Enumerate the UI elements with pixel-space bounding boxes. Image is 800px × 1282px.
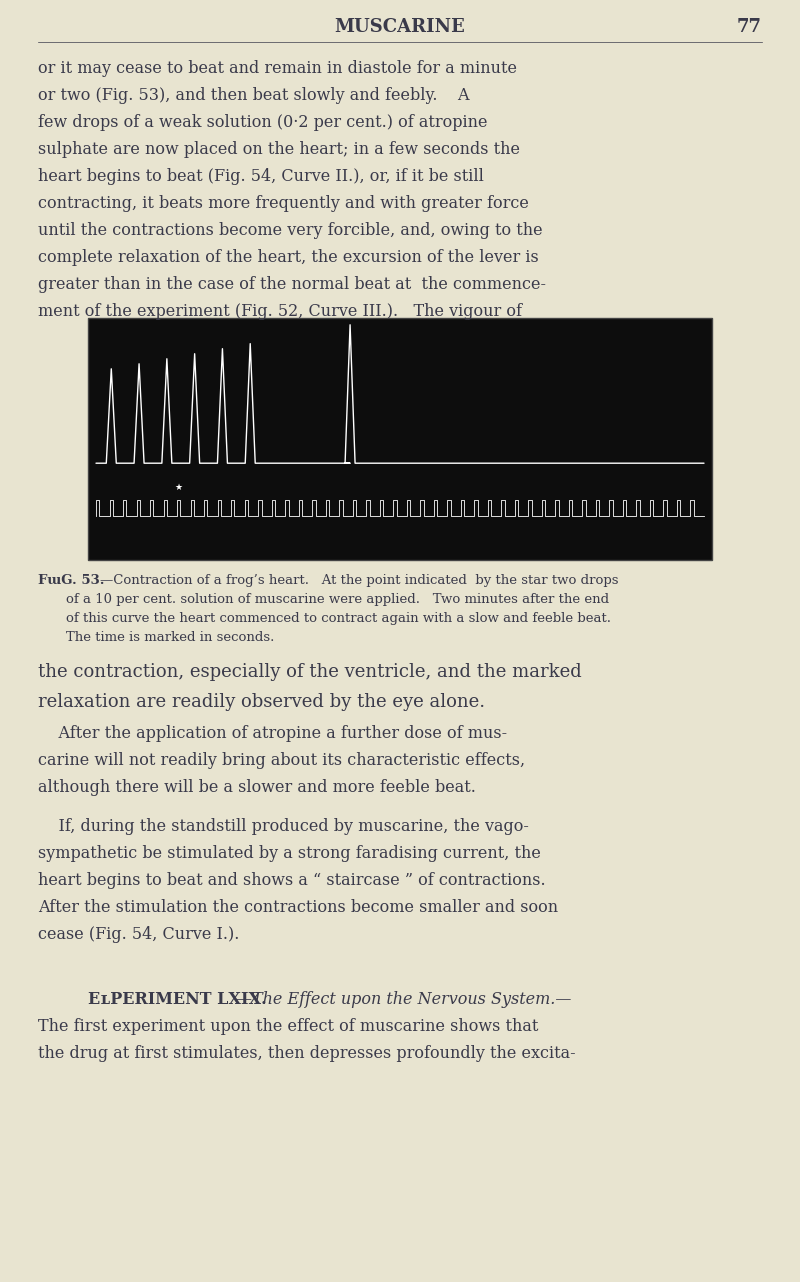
Text: or two (Fig. 53), and then beat slowly and feebly.    A: or two (Fig. 53), and then beat slowly a… [38,87,470,104]
Text: cease (Fig. 54, Curve I.).: cease (Fig. 54, Curve I.). [38,926,239,944]
Text: heart begins to beat (Fig. 54, Curve II.), or, if it be still: heart begins to beat (Fig. 54, Curve II.… [38,168,484,185]
Text: of a 10 per cent. solution of muscarine were applied.   Two minutes after the en: of a 10 per cent. solution of muscarine … [66,594,609,606]
Text: MUSCARINE: MUSCARINE [334,18,466,36]
Text: The first experiment upon the effect of muscarine shows that: The first experiment upon the effect of … [38,1018,538,1035]
Text: the drug at first stimulates, then depresses profoundly the excita-: the drug at first stimulates, then depre… [38,1045,576,1061]
Text: few drops of a weak solution (0·2 per cent.) of atropine: few drops of a weak solution (0·2 per ce… [38,114,487,131]
Text: heart begins to beat and shows a “ staircase ” of contractions.: heart begins to beat and shows a “ stair… [38,872,546,888]
Text: although there will be a slower and more feeble beat.: although there will be a slower and more… [38,779,476,796]
Text: ment of the experiment (Fig. 52, Curve III.).   The vigour of: ment of the experiment (Fig. 52, Curve I… [38,303,522,320]
Text: greater than in the case of the normal beat at  the commence-: greater than in the case of the normal b… [38,276,546,294]
Text: the contraction, especially of the ventricle, and the marked: the contraction, especially of the ventr… [38,663,582,681]
Text: until the contractions become very forcible, and, owing to the: until the contractions become very forci… [38,222,542,238]
Text: —Contraction of a frog’s heart.   At the point indicated  by the star two drops: —Contraction of a frog’s heart. At the p… [100,574,618,587]
Text: FɯG. 53.: FɯG. 53. [38,574,105,587]
Text: The time is marked in seconds.: The time is marked in seconds. [66,631,274,644]
Text: —The Effect upon the Nervous System.—: —The Effect upon the Nervous System.— [236,991,571,1008]
Text: complete relaxation of the heart, the excursion of the lever is: complete relaxation of the heart, the ex… [38,249,538,265]
Text: If, during the standstill produced by muscarine, the vago-: If, during the standstill produced by mu… [38,818,529,835]
Text: sulphate are now placed on the heart; in a few seconds the: sulphate are now placed on the heart; in… [38,141,520,158]
Text: or it may cease to beat and remain in diastole for a minute: or it may cease to beat and remain in di… [38,60,517,77]
Text: 77: 77 [737,18,762,36]
Text: contracting, it beats more frequently and with greater force: contracting, it beats more frequently an… [38,195,529,212]
Text: EʟPERIMENT LXIX.: EʟPERIMENT LXIX. [88,991,266,1008]
Text: After the stimulation the contractions become smaller and soon: After the stimulation the contractions b… [38,899,558,917]
Text: sympathetic be stimulated by a strong faradising current, the: sympathetic be stimulated by a strong fa… [38,845,541,862]
Text: After the application of atropine a further dose of mus-: After the application of atropine a furt… [38,726,507,742]
Text: relaxation are readily observed by the eye alone.: relaxation are readily observed by the e… [38,694,485,712]
Text: ★: ★ [174,483,182,492]
Bar [88,318,712,560]
Text: of this curve the heart commenced to contract again with a slow and feeble beat.: of this curve the heart commenced to con… [66,612,611,626]
Text: carine will not readily bring about its characteristic effects,: carine will not readily bring about its … [38,753,525,769]
